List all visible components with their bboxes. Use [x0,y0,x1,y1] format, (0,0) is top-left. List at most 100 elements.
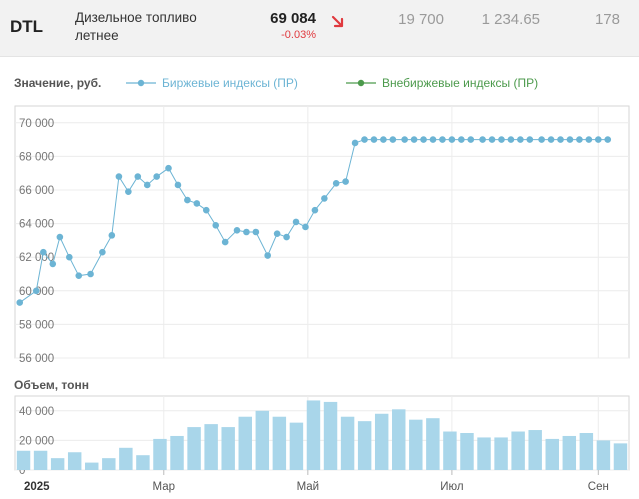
data-point [311,206,319,214]
data-point [410,136,418,143]
data-point [212,221,220,229]
volume-bar [289,422,304,470]
data-point [165,164,172,172]
data-point [498,136,505,143]
volume-y-ticks: 0 20 000 40 000 [19,406,54,477]
volume-bar [357,421,372,470]
data-point [342,178,349,185]
volume-bar [85,462,99,470]
instrument-header: DTL Дизельное топливо летнее 69 084 -0.0… [0,0,639,57]
data-point [332,179,340,187]
volume-bar [272,416,287,470]
volume-bar [204,424,218,470]
volume-bar [494,437,508,470]
last-price: 69 084 [270,10,316,27]
legend-label: Внебиржевые индексы (ПР) [382,76,538,90]
x-month-label: Май [297,481,320,493]
stat-trades: 178 [594,11,620,28]
volume-bar [170,435,184,470]
price-y-tick-label: 62 000 [19,252,54,264]
stat-volume: 19 700 [398,11,444,28]
data-point [488,136,496,143]
volume-bar [119,447,133,470]
data-point [429,136,437,143]
data-point [420,136,427,143]
data-point [507,136,515,143]
data-point [292,218,300,226]
data-point [252,228,260,236]
legend-marker [357,79,365,87]
data-point [99,248,106,256]
legend-item[interactable]: Внебиржевые индексы (ПР) [346,76,538,90]
data-point [479,136,486,143]
data-point [233,227,241,234]
volume-bar [409,419,423,470]
legend-marker [137,79,145,87]
volume-bar [50,458,65,470]
volume-bar [136,455,150,470]
data-point [56,233,64,241]
data-point [243,228,250,236]
data-point [174,181,182,189]
volume-bar [221,427,235,470]
volume-bar [562,435,577,470]
price-line-panel: Значение, руб. Биржевые индексы (ПР) Внеб… [14,76,630,365]
x-year-label: 2025 [24,481,50,493]
volume-bar [67,452,82,470]
price-y-tick-label: 66 000 [19,185,54,197]
ticker-symbol: DTL [10,17,44,36]
data-point [557,136,564,143]
data-point [221,238,229,246]
data-point [517,136,524,143]
x-month-label: Мар [153,481,176,493]
volume-axis-title: Объем, тонн [14,378,89,392]
price-y-tick-label: 68 000 [19,151,54,163]
volume-bar [306,400,321,470]
data-point [448,136,456,143]
legend-label: Биржевые индексы (ПР) [162,76,298,90]
price-y-tick-label: 56 000 [19,353,54,365]
volume-bar-panel: Объем, тонн 0 20 000 40 000 [14,378,630,477]
volume-bar [255,410,270,470]
volume-y-tick-label: 0 [19,465,25,477]
data-point [283,233,290,241]
volume-bar [238,416,252,470]
data-point [302,223,309,231]
price-plot-frame [14,105,630,359]
volume-bar [16,450,31,470]
data-point [467,136,475,143]
data-point [526,136,534,143]
data-point [439,136,446,143]
x-axis: 2025 Мар Май Июл Сен [24,470,609,493]
volume-bar [187,427,201,470]
data-point [585,136,593,143]
data-point [193,200,201,207]
stat-value: 1 234.65 [481,11,540,28]
price-y-tick-label: 58 000 [19,319,54,331]
arrow-down-right-icon [331,15,344,28]
volume-bar [613,443,628,470]
instrument-name: Дизельное топливо летнее [75,10,197,43]
volume-bar [460,433,474,470]
volume-bar [596,440,611,470]
legend[interactable]: Биржевые индексы (ПР) Внебиржевые индексы… [126,76,538,90]
legend-item[interactable]: Биржевые индексы (ПР) [126,76,298,90]
data-point [370,136,378,143]
data-point [108,232,116,239]
x-month-label: Июл [440,481,463,493]
data-point [75,272,83,279]
data-point [576,136,583,143]
price-change: -0.03% [281,29,316,41]
volume-bar [340,416,355,470]
data-point [361,136,368,143]
data-point [49,260,57,268]
data-point [184,196,191,204]
data-point [134,173,142,180]
volume-bar [33,450,48,470]
price-y-tick-label: 64 000 [19,219,54,231]
volume-bar [545,438,559,470]
volume-y-tick-label: 40 000 [19,406,54,418]
data-point [40,248,47,256]
price-axis-title: Значение, руб. [14,76,101,90]
